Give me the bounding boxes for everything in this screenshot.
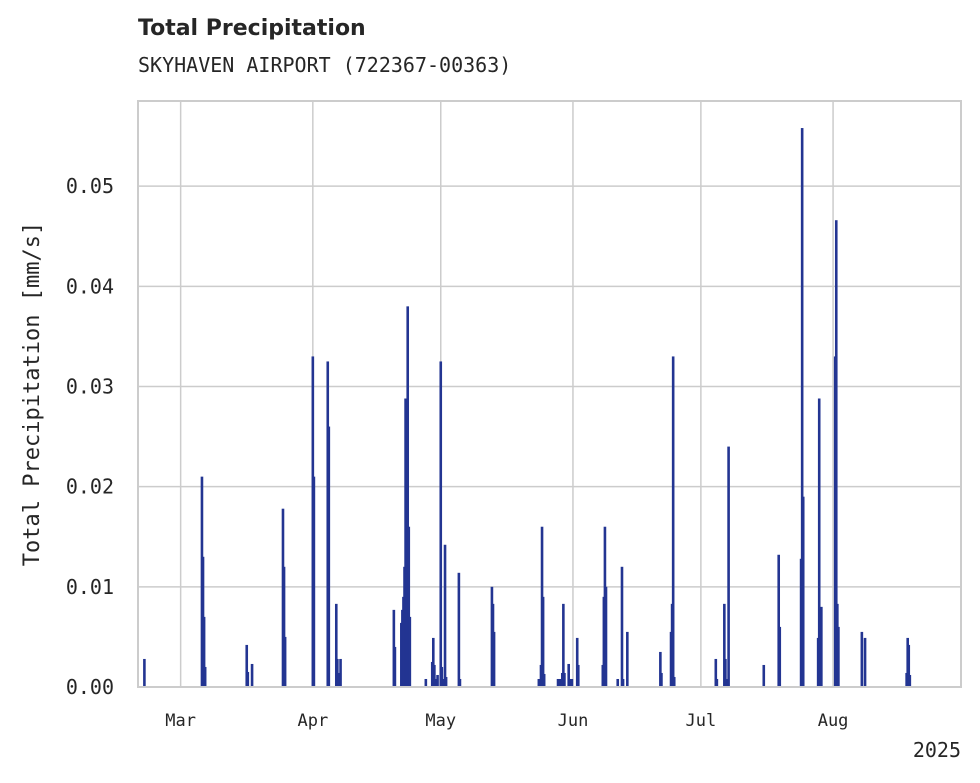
precipitation-bar <box>439 361 443 687</box>
precipitation-bar <box>626 631 629 687</box>
precipitation-bar <box>444 676 448 687</box>
precipitation-bar <box>406 306 410 687</box>
precipitation-bar <box>337 672 340 687</box>
x-tick-label: Mar <box>165 711 196 731</box>
precipitation-bar <box>820 606 823 687</box>
precipitation-bar <box>659 651 662 687</box>
precipitation-bar <box>433 664 436 687</box>
chart-title: Total Precipitation <box>138 16 366 41</box>
y-tick-label: 0.02 <box>66 475 114 499</box>
precipitation-bar <box>762 664 766 687</box>
precipitation-bar <box>443 544 447 687</box>
precipitation-bar <box>327 426 331 687</box>
precipitation-bars <box>143 128 912 688</box>
precipitation-bar <box>568 678 572 687</box>
precipitation-bar <box>837 626 840 687</box>
precipitation-bar <box>907 644 911 687</box>
precipitation-bar <box>860 631 864 687</box>
y-tick-label: 0.03 <box>66 374 114 398</box>
precipitation-bar <box>312 476 316 687</box>
precipitation-bar <box>407 526 411 687</box>
precipitation-bar <box>777 554 781 687</box>
y-tick-label: 0.04 <box>66 274 114 298</box>
precipitation-bar <box>556 678 560 687</box>
x-tick-label: Jun <box>558 711 589 731</box>
precipitation-bar <box>457 572 461 687</box>
x-tick-label: Jul <box>686 711 717 731</box>
precipitation-bar <box>542 673 546 687</box>
plot-frame <box>137 100 962 688</box>
precipitation-bar <box>558 678 562 687</box>
precipitation-bar <box>393 646 397 687</box>
precipitation-bar <box>537 678 541 687</box>
precipitation-bar <box>431 637 435 687</box>
precipitation-bar <box>671 356 675 687</box>
precipitation-bar <box>563 672 566 687</box>
precipitation-bar <box>778 626 782 687</box>
precipitation-bar <box>408 616 412 687</box>
precipitation-bar <box>562 603 565 687</box>
chart-subtitle: SKYHAVEN AIRPORT (722367-00363) <box>138 53 512 77</box>
precipitation-bar <box>724 658 727 687</box>
precipitation-bar <box>424 678 428 687</box>
precipitation-bar <box>282 566 286 687</box>
precipitation-bar <box>834 220 838 687</box>
y-tick-label: 0.00 <box>66 675 114 699</box>
axis-ticks: Mar Apr May Jun Jul Aug 0.00 0.01 0.02 0.03 0.04 0.… <box>66 174 849 731</box>
precipitation-bar <box>575 637 579 687</box>
precipitation-bar <box>801 496 805 687</box>
precipitation-bar <box>143 658 146 687</box>
precipitation-bar <box>458 678 462 687</box>
precipitation-bar <box>621 678 625 687</box>
precipitation-bar <box>334 603 338 687</box>
precipitation-bar <box>715 678 719 687</box>
precipitation-bar <box>817 398 821 687</box>
precipitation-bar <box>245 644 249 687</box>
x-tick-label: Aug <box>818 711 849 731</box>
precipitation-bar <box>283 636 287 687</box>
precipitation-bar <box>727 446 730 687</box>
precipitation-bar <box>440 666 444 687</box>
y-tick-label: 0.01 <box>66 575 114 599</box>
precipitation-bar <box>246 671 250 687</box>
precipitation-bar <box>541 596 545 687</box>
precipitation-bar <box>723 603 726 687</box>
precipitation-bar <box>604 586 608 687</box>
precipitation-bar <box>339 658 342 687</box>
y-axis-label: Total Precipitation [mm/s] <box>20 222 45 566</box>
precipitation-bar <box>616 678 620 687</box>
x-tick-label: Apr <box>297 711 328 731</box>
precipitation-bar <box>570 678 574 687</box>
x-tick-label: May <box>425 711 456 731</box>
y-tick-label: 0.05 <box>66 174 114 198</box>
precipitation-bar <box>714 658 718 687</box>
precipitation-bar <box>567 663 570 687</box>
precipitation-bar <box>800 128 804 688</box>
precipitation-bar <box>863 637 867 687</box>
precipitation-bar <box>908 674 912 687</box>
precipitation-bar <box>576 664 580 687</box>
precipitation-bar <box>660 672 663 687</box>
precipitation-bar <box>203 666 207 687</box>
x-axis-year-label: 2025 <box>913 738 961 762</box>
precipitation-bar <box>250 663 254 687</box>
precipitation-bar <box>620 566 624 687</box>
precipitation-bar <box>436 674 439 687</box>
precipitation-bar <box>672 676 676 687</box>
precipitation-bar <box>492 631 496 687</box>
precipitation-bar <box>202 616 206 687</box>
